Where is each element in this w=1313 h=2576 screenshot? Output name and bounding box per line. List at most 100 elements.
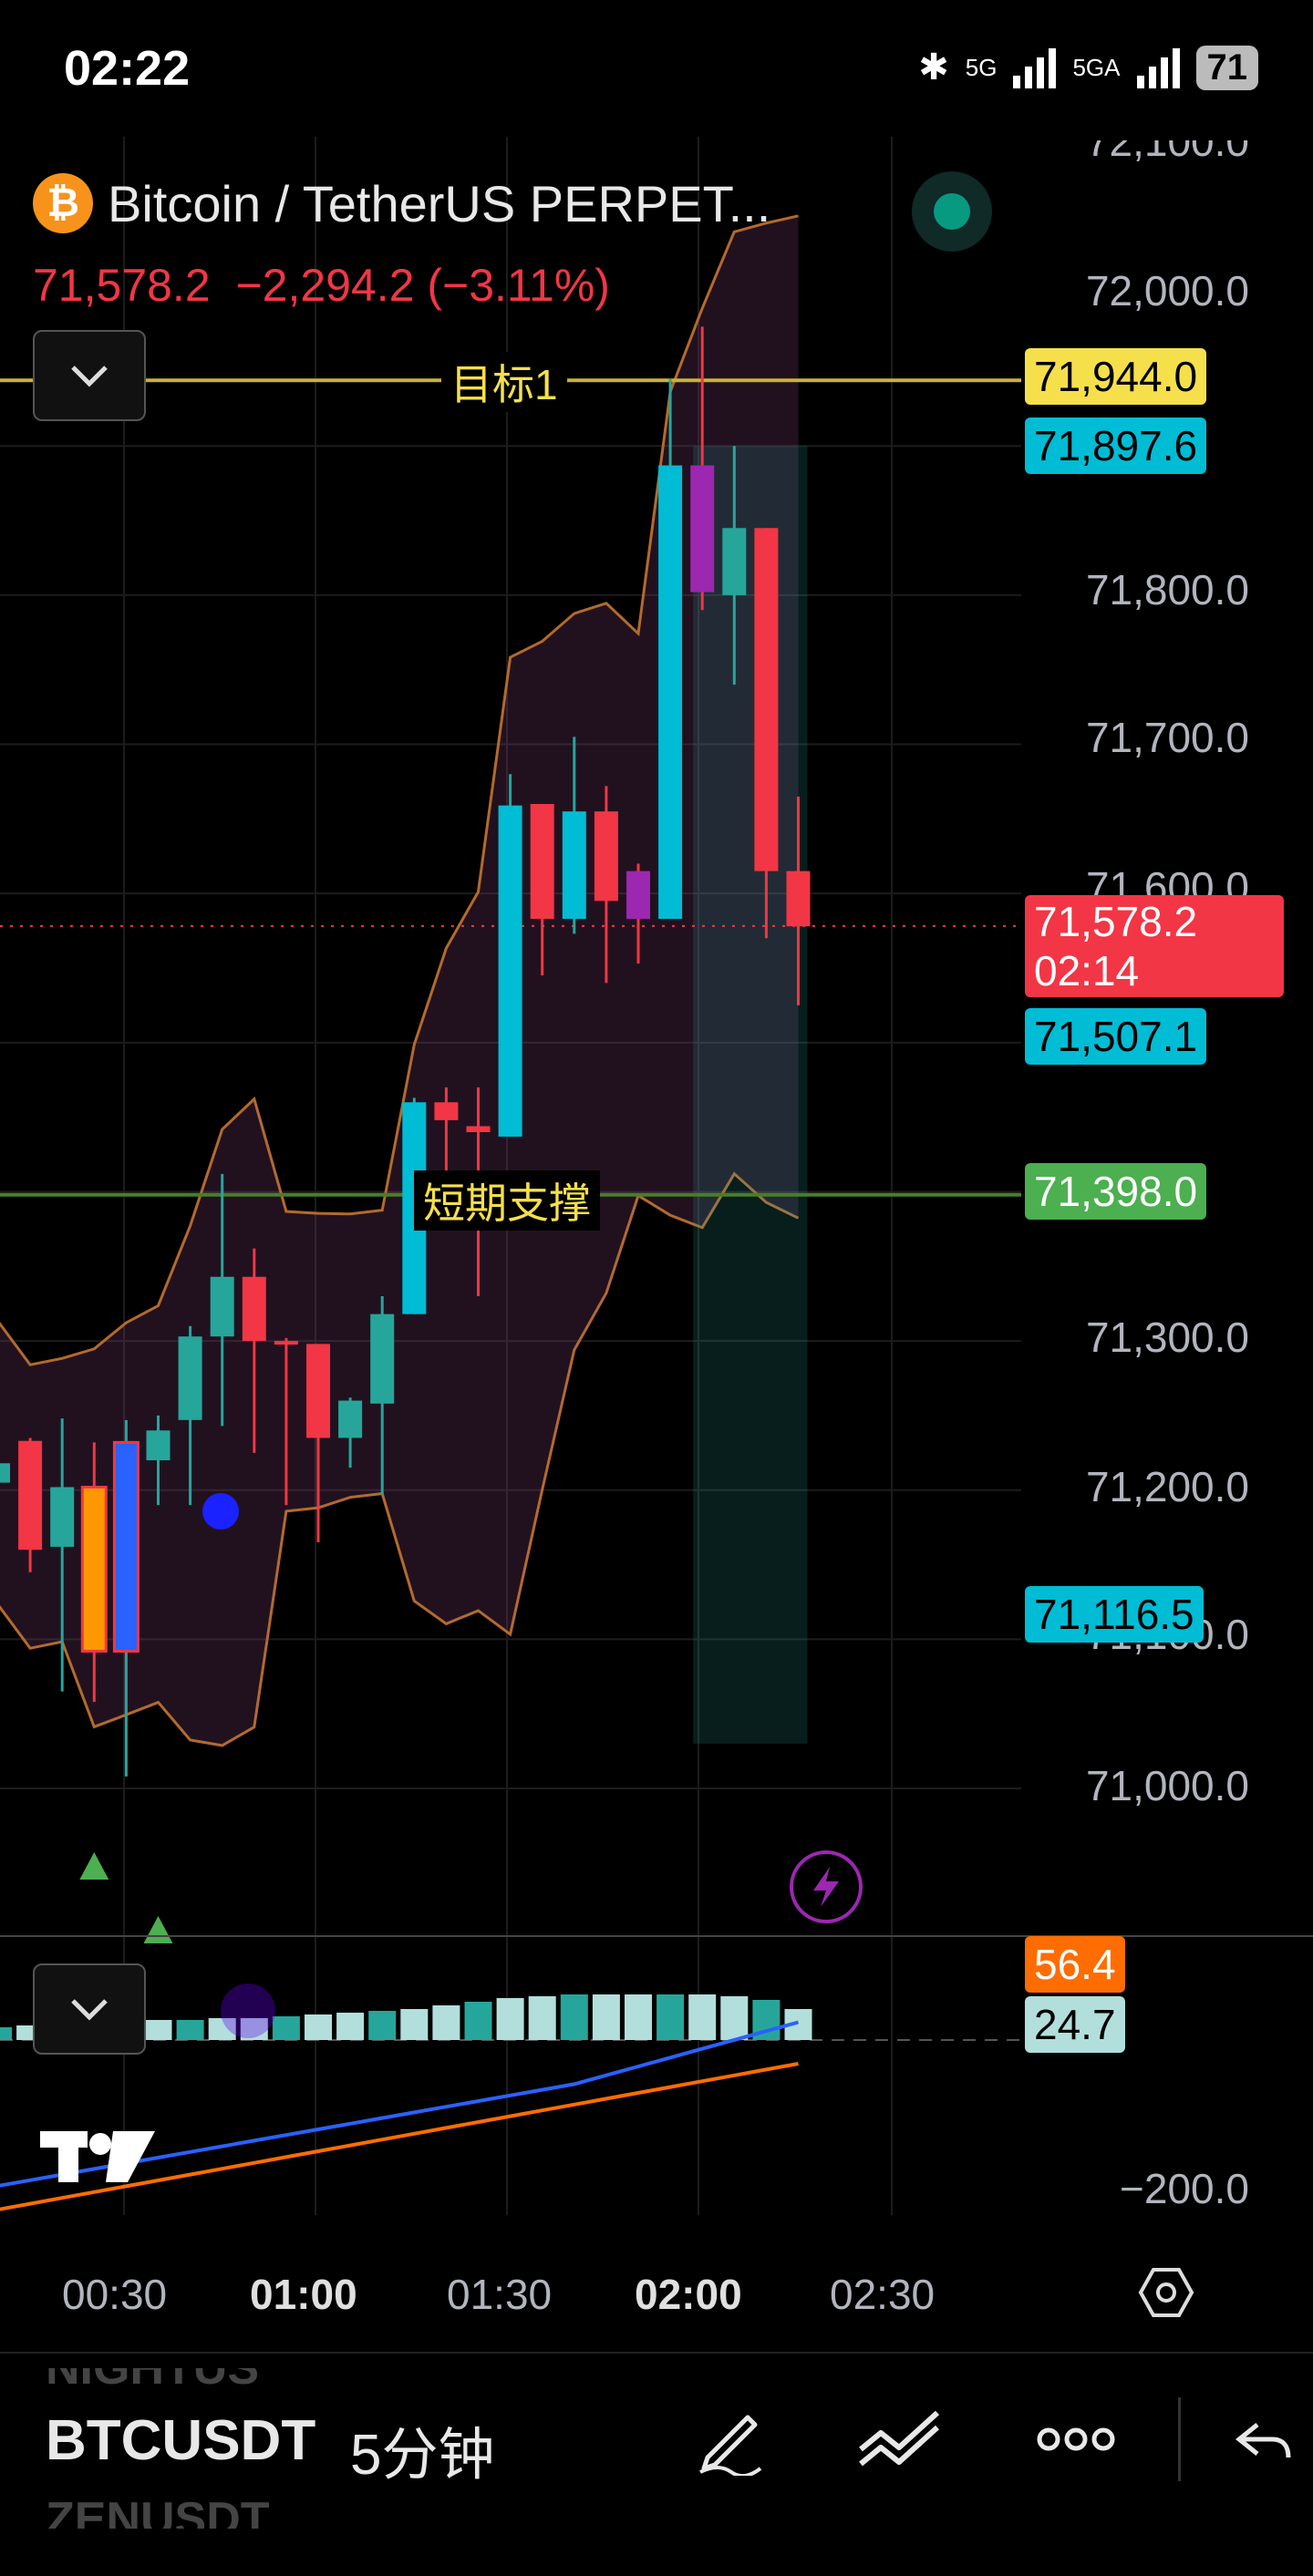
histogram-bar (560, 1994, 588, 2040)
histogram-bar (400, 2009, 429, 2040)
status-icons: ✱ 5G 5GA 71 (918, 40, 1258, 95)
indicator-slow-line (0, 2062, 799, 2211)
chevron-down-icon (71, 366, 108, 387)
histogram-bar (144, 2020, 172, 2040)
histogram-bar (496, 1998, 524, 2040)
candle-body (112, 1440, 140, 1653)
symbol-scroll-prev[interactable]: NIGHTUS (46, 2342, 259, 2395)
bar-countdown: 02:14 (1034, 947, 1140, 994)
bitcoin-icon: ₿ (33, 173, 93, 233)
lightning-glyph (813, 1867, 839, 1907)
indicator-tick: −200.0 (1120, 2165, 1249, 2212)
replay-icon (221, 1984, 275, 2038)
symbol-selector[interactable]: BTCUSDT (46, 2409, 316, 2472)
support-price-tag: 71,398.0 (1025, 1163, 1207, 1220)
price-tick: 71,300.0 (1085, 1314, 1249, 1361)
tradingview-logo (40, 2131, 155, 2182)
battery-icon: 71 (1195, 45, 1258, 90)
candle-body (786, 871, 811, 927)
bluetooth-icon: ✱ (918, 47, 949, 88)
histogram-bar (464, 2002, 492, 2040)
candle-body (338, 1400, 363, 1438)
price-tick: 72,000.0 (1085, 267, 1249, 314)
histogram-bar (432, 2005, 460, 2040)
histogram-bar (176, 2020, 204, 2040)
candle-body (562, 811, 586, 919)
trendline-icon (859, 2410, 940, 2467)
histogram-bar (336, 2013, 365, 2040)
histogram-bar (272, 2016, 300, 2040)
indicator-value-1: 56.4 (1025, 1936, 1125, 1993)
status-time: 02:22 (64, 41, 191, 96)
candle-body (658, 465, 683, 919)
histogram-bar (688, 1994, 717, 2040)
draw-pencil-button[interactable] (686, 2397, 770, 2481)
histogram-bar (240, 2018, 268, 2040)
candle-body (434, 1102, 459, 1120)
settings-icon[interactable] (1138, 2264, 1194, 2321)
toolbar-divider (1178, 2397, 1181, 2481)
target-level-label: 目标1 (441, 352, 567, 412)
price-change: −2,294.2 (235, 260, 415, 311)
candle-body (210, 1276, 234, 1337)
undo-button[interactable] (1225, 2397, 1298, 2481)
candle-body (722, 528, 747, 595)
histogram-bar (720, 1996, 749, 2040)
interval-selector[interactable]: 5分钟 (350, 2424, 495, 2487)
more-dots-icon (1037, 2427, 1115, 2451)
candle-body (498, 805, 522, 1137)
symbol-title[interactable]: Bitcoin / TetherUS PERPET... (108, 174, 771, 232)
market-status-icon[interactable] (912, 171, 992, 252)
band-upper-tag: 71,897.6 (1025, 417, 1207, 474)
last-price-tag-value: 71,578.2 (1034, 898, 1198, 945)
bottom-toolbar (0, 2352, 1313, 2576)
candle-body (18, 1440, 43, 1551)
signal-icon-2 (1136, 46, 1180, 88)
price-tick: 71,200.0 (1085, 1463, 1249, 1510)
histogram-bar (625, 1994, 652, 2040)
histogram-bar (0, 2027, 12, 2040)
histogram-bar (528, 1996, 556, 2040)
symbol-scroll-next[interactable]: ZENUSDT (46, 2493, 270, 2546)
channel-lower-line (0, 1171, 800, 1747)
histogram-bar (592, 1994, 620, 2040)
collapse-legend-button[interactable] (33, 330, 146, 421)
price-change-pct: (−3.11%) (427, 260, 610, 311)
buy-signal-marker (79, 1852, 109, 1880)
time-tick: 00:30 (62, 2271, 168, 2318)
band-lower-tag: 71,116.5 (1025, 1586, 1204, 1643)
candle-body (50, 1487, 75, 1547)
candle-body (530, 804, 554, 919)
price-tick: 71,000.0 (1085, 1762, 1249, 1809)
candle-body (626, 871, 650, 919)
candle-body (242, 1276, 266, 1342)
candle-body (690, 465, 715, 592)
chevron-down-icon (71, 1999, 108, 2021)
more-button[interactable] (1034, 2397, 1118, 2481)
collapse-indicator-button[interactable] (33, 1963, 146, 2055)
candle-body (306, 1344, 330, 1438)
time-tick: 02:00 (635, 2271, 742, 2318)
price-tick: 71,700.0 (1085, 714, 1249, 761)
candle-body (754, 528, 779, 871)
trendline-tool-button[interactable] (857, 2397, 941, 2481)
time-tick: 01:00 (250, 2271, 357, 2318)
signal-icon (1013, 46, 1057, 88)
projection-band-fill (693, 446, 808, 1744)
target-price-tag: 71,944.0 (1025, 348, 1207, 405)
last-price: 71,578.2 (33, 260, 211, 311)
histogram-bar (208, 2018, 236, 2040)
band-mid-tag: 71,507.1 (1025, 1008, 1207, 1065)
candle-body (146, 1430, 171, 1460)
time-tick: 02:30 (830, 2271, 936, 2318)
pencil-icon (699, 2415, 762, 2476)
lightning-icon[interactable] (790, 1850, 863, 1923)
candle-body (594, 811, 618, 902)
undo-icon (1235, 2423, 1291, 2458)
symbol-header[interactable]: ₿ Bitcoin / TetherUS PERPET... (33, 173, 770, 233)
candle-body (80, 1485, 108, 1653)
price-change-row: 71,578.2 −2,294.2 (−3.11%) (33, 259, 610, 312)
channel-upper-line (0, 214, 799, 1366)
support-level-label: 短期支撑 (414, 1170, 600, 1231)
network-label-1: 5G (965, 53, 998, 81)
